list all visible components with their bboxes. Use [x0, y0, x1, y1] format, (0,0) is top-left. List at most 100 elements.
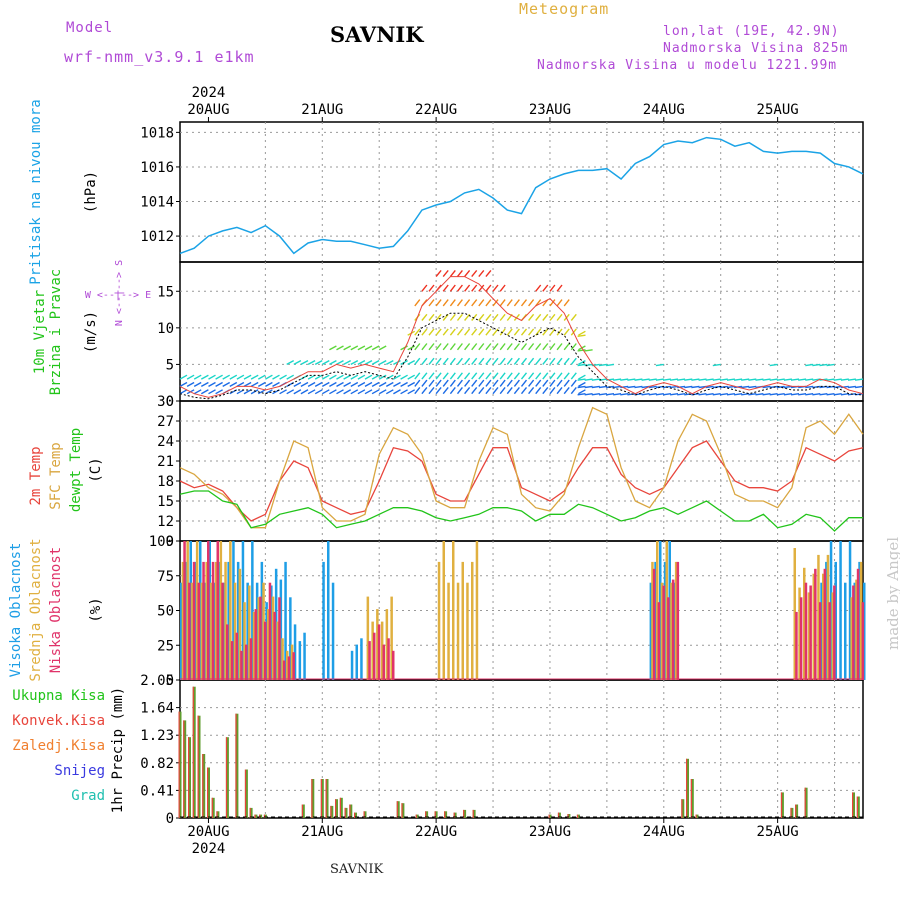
- wind-barb: [279, 389, 287, 395]
- wind-barb: [613, 378, 622, 381]
- wind-barb: [435, 343, 442, 351]
- cloud-bar: [799, 597, 803, 680]
- precip-conv-bar: [425, 811, 427, 818]
- wind-barb: [563, 379, 570, 387]
- wind-barb: [492, 343, 499, 351]
- precip-bar: [354, 812, 357, 818]
- wind-barb: [222, 381, 231, 388]
- wind-barb: [485, 284, 492, 292]
- wind-barb: [357, 374, 366, 380]
- wind-barb: [762, 393, 771, 396]
- wind-barb: [748, 385, 757, 389]
- precip-legend-0: Ukupna Kisa: [12, 688, 105, 704]
- precip-unit: 1hr Precip (mm): [110, 687, 126, 813]
- wind-barb: [677, 385, 686, 389]
- precip-bar: [192, 686, 196, 818]
- wind-barb: [726, 385, 735, 389]
- precip-bar: [178, 711, 182, 818]
- cloud-bar: [456, 582, 460, 680]
- wind-barb: [563, 299, 570, 307]
- cloud-bar: [233, 582, 237, 680]
- precip-conv-bar: [349, 804, 351, 818]
- wind-barb: [826, 363, 835, 367]
- precip-conv-bar: [192, 686, 194, 818]
- cloud-bar: [392, 650, 395, 680]
- wind-barb: [400, 389, 408, 395]
- wind-barb: [400, 374, 408, 380]
- cloud-bar: [183, 541, 186, 680]
- cloud-tick-label: 75: [157, 569, 174, 585]
- wind-barb: [677, 393, 686, 396]
- wind-barb: [343, 359, 352, 366]
- wind-barb: [570, 357, 577, 365]
- wind-barb: [641, 378, 650, 381]
- day-label-top: 22AUG: [415, 102, 457, 118]
- wind-barb: [478, 357, 485, 365]
- wind-barb: [712, 393, 721, 396]
- cloud-bar: [197, 582, 200, 680]
- cloud-bar: [207, 541, 210, 680]
- wind-barb: [826, 393, 835, 396]
- wind-barb: [577, 363, 586, 367]
- precip-bar: [197, 715, 201, 818]
- precip-conv-bar: [320, 779, 322, 818]
- wind-barb: [272, 374, 280, 380]
- panel-frame-pressure: [179, 121, 864, 263]
- wind-barb: [478, 379, 485, 387]
- wind-barb: [542, 357, 549, 365]
- wind-barb: [456, 269, 463, 278]
- precip-bar: [463, 809, 467, 818]
- temp-tick-label: 12: [157, 514, 174, 530]
- wind-barb: [520, 299, 528, 307]
- wind-barb: [620, 378, 629, 381]
- cloud-bar: [855, 579, 858, 680]
- wind-barb: [442, 386, 449, 395]
- wind-barb: [833, 393, 842, 396]
- wind-barb: [400, 381, 408, 388]
- precip-bar: [216, 811, 220, 818]
- wind-barb: [321, 359, 330, 366]
- wind-barb: [428, 386, 435, 395]
- wind-barb: [471, 313, 478, 321]
- cloud-bar: [825, 561, 828, 680]
- wind-barb: [812, 385, 821, 389]
- wind-barb: [499, 386, 506, 395]
- wind-barb: [578, 374, 586, 380]
- precip-bar: [686, 758, 689, 818]
- wind-barb: [336, 374, 344, 380]
- wind-barb: [719, 393, 728, 396]
- cloud-bar: [795, 611, 798, 680]
- wind-barb: [726, 393, 735, 396]
- wind-barb: [449, 372, 456, 380]
- cloud-bar: [355, 644, 358, 680]
- pressure-label: Pritisak na nivou mora: [28, 99, 44, 284]
- wind-barb: [435, 379, 442, 387]
- wind-barb: [385, 359, 394, 366]
- precip-conv-bar: [444, 811, 446, 818]
- wind-barb: [414, 299, 421, 307]
- wind-barb: [393, 389, 401, 395]
- wind-barb: [492, 328, 499, 336]
- wind-barb: [464, 386, 471, 395]
- wind-barb: [662, 393, 671, 396]
- wind-barb: [471, 284, 478, 292]
- cloud-bar: [290, 644, 294, 680]
- precip-tick-label: 0: [166, 811, 174, 827]
- wind-barb: [798, 378, 807, 381]
- wind-barb: [485, 386, 492, 395]
- cloud-bar: [377, 624, 381, 680]
- wind-barb: [826, 378, 835, 381]
- precip-bar: [183, 720, 187, 818]
- wind-barb: [506, 357, 513, 365]
- wind-barb: [449, 343, 456, 351]
- wind-barb: [442, 379, 449, 387]
- precip-conv-bar: [363, 811, 365, 818]
- cloud-bar: [667, 597, 670, 680]
- cloud-bar: [195, 541, 199, 680]
- wind-barb: [464, 284, 471, 292]
- precip-bar: [263, 814, 267, 818]
- wind-barb: [819, 363, 828, 367]
- wind-barb: [748, 378, 757, 381]
- wind-barb: [528, 299, 535, 307]
